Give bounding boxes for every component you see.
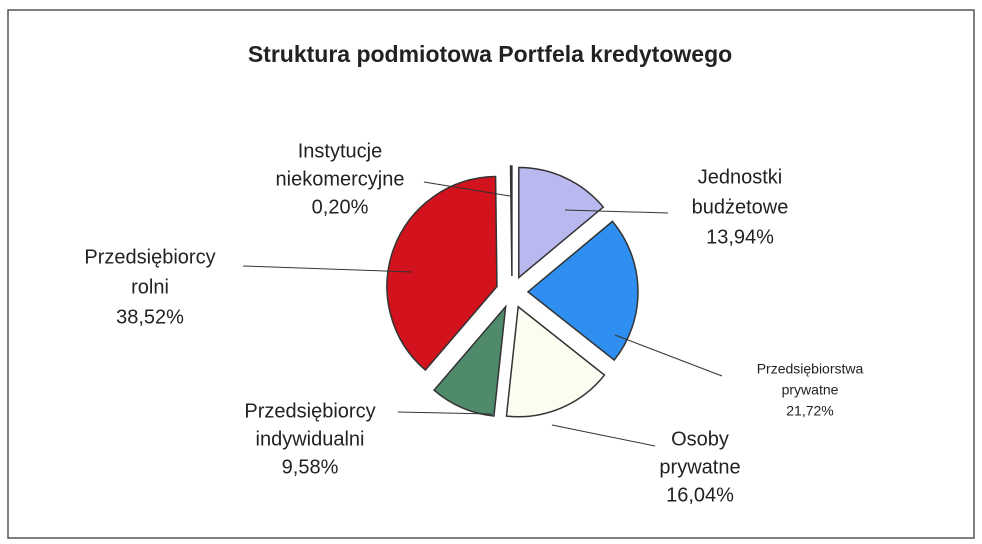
slice-label: budżetowe bbox=[692, 196, 789, 218]
slice-label: Osoby bbox=[671, 428, 729, 450]
slice-label: rolni bbox=[131, 276, 169, 298]
slice-label: Przedsiębiorcy bbox=[84, 246, 215, 268]
leader-line bbox=[614, 334, 723, 377]
value-label: 16,04% bbox=[666, 484, 734, 506]
slice-label: indywidualni bbox=[256, 428, 365, 450]
slice-label: Przedsiębiorstwa bbox=[757, 361, 864, 377]
slice-label: Przedsiębiorcy bbox=[244, 400, 375, 422]
slice-label: niekomercyjne bbox=[276, 168, 405, 190]
pie-slice bbox=[509, 165, 513, 277]
slice-label: prywatne bbox=[782, 382, 839, 398]
chart-title: Struktura podmiotowa Portfela kredytoweg… bbox=[248, 41, 732, 67]
slice-label: Jednostki bbox=[698, 166, 783, 188]
slice-label: prywatne bbox=[659, 456, 740, 478]
pie-slice bbox=[505, 305, 606, 418]
value-label: 13,94% bbox=[706, 226, 774, 248]
value-label: 0,20% bbox=[312, 196, 369, 218]
leader-line bbox=[423, 181, 511, 197]
pie-slice bbox=[518, 166, 605, 280]
slice-label: Instytucje bbox=[298, 140, 382, 162]
pie-slice bbox=[386, 175, 498, 372]
pie-slice bbox=[526, 220, 639, 362]
leader-line bbox=[397, 411, 493, 415]
value-label: 21,72% bbox=[786, 403, 833, 419]
value-label: 38,52% bbox=[116, 306, 184, 328]
leader-line bbox=[242, 265, 413, 273]
leader-line bbox=[564, 209, 669, 214]
pie-slice bbox=[433, 304, 507, 417]
leader-line bbox=[551, 424, 656, 447]
value-label: 9,58% bbox=[282, 456, 339, 478]
